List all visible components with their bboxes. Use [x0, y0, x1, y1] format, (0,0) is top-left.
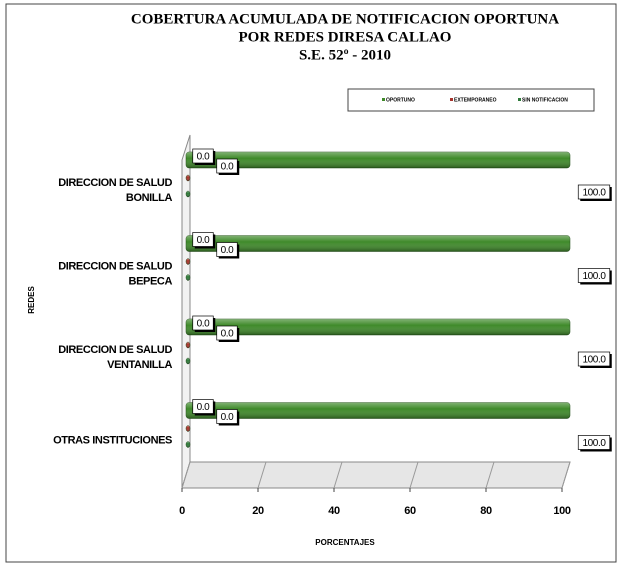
- value-label-box: [192, 148, 214, 164]
- value-label-box: [192, 399, 214, 414]
- bar: [185, 235, 571, 252]
- bar: [185, 318, 571, 336]
- bar: [185, 190, 191, 198]
- bar-shade: [186, 402, 570, 419]
- x-tick-label: 60: [404, 505, 416, 517]
- category-line: DIRECCION DE SALUD: [58, 344, 172, 356]
- chart-title: S.E. 52º - 2010: [299, 47, 391, 63]
- value-label: 0.0: [221, 162, 235, 173]
- category-label: OTRAS INSTITUCIONES: [53, 434, 172, 446]
- x-tick-label: 80: [480, 505, 492, 517]
- value-label: 0.0: [221, 329, 235, 340]
- chart-title: POR REDES DIRESA CALLAO: [239, 29, 452, 45]
- category-line: BONILLA: [126, 192, 173, 204]
- value-label: 0.0: [197, 152, 211, 163]
- grid-line: [409, 461, 419, 489]
- value-label-box: [577, 351, 611, 367]
- category-line: VENTANILLA: [107, 359, 172, 371]
- bar-shade: [186, 342, 190, 348]
- grid-line: [257, 461, 267, 489]
- value-label-box: [216, 242, 238, 257]
- value-label-box: [577, 268, 611, 283]
- grid-line: [561, 461, 571, 489]
- value-label: 0.0: [221, 412, 235, 423]
- y-axis-title: REDES: [27, 286, 36, 314]
- bar: [185, 441, 191, 448]
- bar: [185, 174, 191, 182]
- bar: [185, 357, 191, 365]
- category-label: DIRECCION DE SALUD BEPECA: [58, 260, 172, 287]
- x-tick-label: 20: [252, 505, 264, 517]
- x-tick-label: 100: [553, 505, 570, 517]
- bar-shade: [186, 175, 190, 181]
- grid-line: [333, 461, 343, 489]
- grid-line: [181, 461, 191, 489]
- legend-marker: [518, 98, 521, 101]
- bar-shade: [186, 441, 190, 448]
- bar: [185, 274, 191, 281]
- side-wall: [181, 134, 191, 489]
- bar-shade: [186, 425, 190, 432]
- legend-marker: [450, 98, 453, 101]
- value-label: 0.0: [197, 235, 211, 246]
- value-label: 0.0: [197, 402, 211, 413]
- bar-shade: [186, 152, 570, 168]
- category-line: DIRECCION DE SALUD: [58, 260, 172, 272]
- bar-shade: [186, 358, 190, 364]
- value-label: 100.0: [582, 355, 606, 366]
- bar-shade: [186, 319, 570, 335]
- legend-label: OPORTUNO: [386, 97, 415, 103]
- category-label: DIRECCION DE SALUD VENTANILLA: [58, 344, 172, 371]
- value-label-box: [216, 325, 238, 341]
- legend-box: [347, 88, 595, 112]
- bar: [185, 341, 191, 349]
- value-label-box: [577, 435, 611, 450]
- bar-shade: [186, 274, 190, 281]
- category-line: BEPECA: [129, 275, 173, 287]
- x-tick-label: 0: [179, 505, 185, 517]
- value-label-box: [577, 184, 611, 200]
- value-label: 0.0: [197, 319, 211, 330]
- value-label: 100.0: [582, 438, 606, 449]
- x-tick-label: 40: [328, 505, 340, 517]
- value-label-box: [216, 409, 238, 424]
- legend-marker: [382, 98, 385, 101]
- value-label: 100.0: [582, 271, 606, 282]
- grid-line: [485, 461, 495, 489]
- bar: [185, 425, 191, 432]
- floor: [181, 461, 571, 489]
- bar: [185, 151, 571, 169]
- bar-shade: [186, 191, 190, 197]
- bar-shade: [186, 258, 190, 265]
- bar: [185, 402, 571, 419]
- value-label-box: [192, 315, 214, 331]
- value-label-box: [216, 158, 238, 174]
- value-label: 100.0: [582, 188, 606, 199]
- chart-title: COBERTURA ACUMULADA DE NOTIFICACION OPOR…: [131, 11, 559, 27]
- bar-shade: [186, 235, 570, 252]
- legend-label: SIN NOTIFICACION: [522, 97, 568, 103]
- category-line: DIRECCION DE SALUD: [58, 177, 172, 189]
- bar: [185, 258, 191, 265]
- category-label: DIRECCION DE SALUD BONILLA: [58, 177, 172, 204]
- legend-label: EXTEMPORANEO: [454, 97, 497, 103]
- x-axis-title: PORCENTAJES: [315, 538, 375, 547]
- value-label-box: [192, 232, 214, 247]
- value-label: 0.0: [221, 245, 235, 256]
